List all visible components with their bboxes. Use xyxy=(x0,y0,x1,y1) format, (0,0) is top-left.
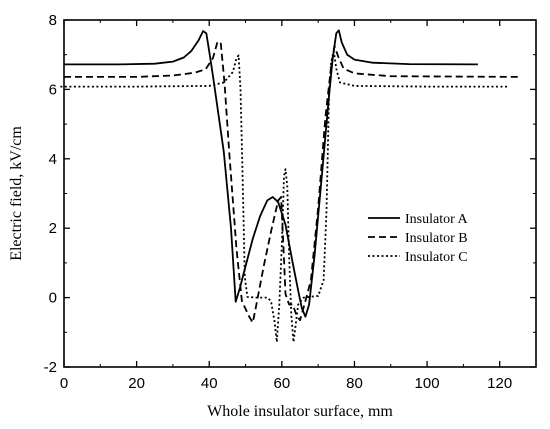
x-tick-label: 100 xyxy=(415,375,440,392)
y-tick-label: 8 xyxy=(49,12,57,29)
y-tick-label: 2 xyxy=(49,220,57,237)
y-tick-label: 6 xyxy=(49,81,57,98)
legend-label-3: Insulator C xyxy=(405,250,468,265)
x-axis-label: Whole insulator surface, mm xyxy=(207,403,393,420)
y-tick-label: 4 xyxy=(49,151,57,168)
series-line-1 xyxy=(64,29,478,318)
plot-frame xyxy=(63,19,537,368)
legend-label-1: Insulator A xyxy=(405,212,468,227)
x-tick-label: 20 xyxy=(128,375,145,392)
y-tick-label: -2 xyxy=(44,359,57,376)
x-tick-label: 120 xyxy=(487,375,512,392)
series-layer xyxy=(60,29,518,343)
series-line-2 xyxy=(64,40,518,324)
x-tick-label: 40 xyxy=(201,375,218,392)
x-tick-label: 80 xyxy=(346,375,363,392)
series-line-3 xyxy=(60,50,507,343)
legend-label-2: Insulator B xyxy=(405,231,468,246)
y-axis-label: Electric field, kV/cm xyxy=(8,126,25,261)
y-tick-label: 0 xyxy=(49,290,57,307)
x-tick-label: 0 xyxy=(60,375,68,392)
legend: Insulator A Insulator B Insulator C xyxy=(368,212,468,265)
x-tick-label: 60 xyxy=(274,375,291,392)
